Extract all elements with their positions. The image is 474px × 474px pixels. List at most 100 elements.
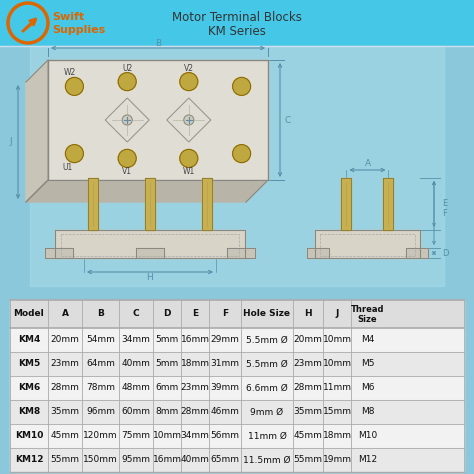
Circle shape bbox=[11, 6, 45, 40]
Text: D: D bbox=[442, 248, 448, 257]
Text: M8: M8 bbox=[361, 408, 374, 417]
Text: 40mm: 40mm bbox=[121, 359, 150, 368]
Circle shape bbox=[180, 149, 198, 167]
Bar bbox=[48, 60, 268, 180]
Text: E: E bbox=[192, 310, 198, 319]
Text: 18mm: 18mm bbox=[322, 431, 352, 440]
Text: M5: M5 bbox=[361, 359, 374, 368]
Text: 31mm: 31mm bbox=[210, 359, 239, 368]
Bar bbox=[341, 178, 352, 230]
Text: H: H bbox=[304, 310, 312, 319]
Text: KM Series: KM Series bbox=[208, 25, 266, 37]
Text: KM10: KM10 bbox=[15, 431, 43, 440]
Circle shape bbox=[65, 77, 83, 95]
Text: 19mm: 19mm bbox=[322, 456, 352, 465]
Bar bbox=[145, 178, 155, 230]
Text: A: A bbox=[62, 310, 69, 319]
Text: V2: V2 bbox=[184, 64, 194, 73]
Text: Hole Size: Hole Size bbox=[244, 310, 291, 319]
Bar bbox=[55, 230, 245, 258]
Text: Motor Terminal Blocks: Motor Terminal Blocks bbox=[172, 10, 302, 24]
Text: 6mm: 6mm bbox=[155, 383, 179, 392]
Bar bbox=[10, 300, 464, 328]
Bar bbox=[45, 248, 73, 258]
Text: 28mm: 28mm bbox=[51, 383, 80, 392]
Circle shape bbox=[233, 77, 251, 95]
Circle shape bbox=[122, 115, 132, 125]
Bar bbox=[10, 376, 464, 400]
Circle shape bbox=[180, 73, 198, 91]
Circle shape bbox=[118, 73, 136, 91]
Text: 120mm: 120mm bbox=[83, 431, 118, 440]
Text: 5mm: 5mm bbox=[155, 359, 179, 368]
Text: V1: V1 bbox=[122, 167, 132, 176]
Text: 5.5mm Ø: 5.5mm Ø bbox=[246, 336, 288, 345]
Text: 40mm: 40mm bbox=[181, 456, 210, 465]
Text: 23mm: 23mm bbox=[293, 359, 322, 368]
Text: 11mm Ø: 11mm Ø bbox=[247, 431, 286, 440]
Text: 10mm: 10mm bbox=[322, 359, 352, 368]
Text: KM6: KM6 bbox=[18, 383, 40, 392]
Text: E: E bbox=[442, 200, 447, 209]
Text: 34mm: 34mm bbox=[121, 336, 150, 345]
Text: Model: Model bbox=[14, 310, 45, 319]
Text: F: F bbox=[442, 209, 447, 218]
Text: Size: Size bbox=[358, 316, 377, 325]
Text: 23mm: 23mm bbox=[181, 383, 210, 392]
Bar bbox=[406, 248, 428, 258]
Circle shape bbox=[118, 149, 136, 167]
Text: C: C bbox=[133, 310, 139, 319]
Text: 45mm: 45mm bbox=[293, 431, 322, 440]
Bar bbox=[88, 178, 98, 230]
Text: 11mm: 11mm bbox=[322, 383, 352, 392]
Bar bbox=[10, 448, 464, 472]
Bar bbox=[10, 352, 464, 376]
Bar bbox=[0, 0, 474, 46]
Text: 64mm: 64mm bbox=[86, 359, 115, 368]
Text: 20mm: 20mm bbox=[51, 336, 80, 345]
Text: A: A bbox=[118, 159, 125, 168]
Text: 10mm: 10mm bbox=[153, 431, 182, 440]
Text: 35mm: 35mm bbox=[51, 408, 80, 417]
Text: KM8: KM8 bbox=[18, 408, 40, 417]
Text: M10: M10 bbox=[358, 431, 377, 440]
Text: W1: W1 bbox=[182, 167, 195, 176]
Circle shape bbox=[65, 145, 83, 163]
Text: 54mm: 54mm bbox=[86, 336, 115, 345]
Bar bbox=[10, 424, 464, 448]
Text: M4: M4 bbox=[361, 336, 374, 345]
Bar bbox=[307, 248, 329, 258]
Text: 16mm: 16mm bbox=[153, 456, 182, 465]
Text: 55mm: 55mm bbox=[293, 456, 322, 465]
Text: M12: M12 bbox=[358, 456, 377, 465]
Text: Supplies: Supplies bbox=[52, 25, 105, 35]
Text: KM5: KM5 bbox=[18, 359, 40, 368]
Text: J: J bbox=[335, 310, 339, 319]
Text: 48mm: 48mm bbox=[121, 383, 150, 392]
Text: 6.6mm Ø: 6.6mm Ø bbox=[246, 383, 288, 392]
Text: H: H bbox=[146, 273, 154, 283]
Bar bbox=[227, 248, 255, 258]
Text: 34mm: 34mm bbox=[181, 431, 210, 440]
Text: B: B bbox=[155, 38, 161, 47]
Text: A: A bbox=[365, 159, 371, 168]
Text: 23mm: 23mm bbox=[51, 359, 80, 368]
Text: 45mm: 45mm bbox=[51, 431, 80, 440]
Text: 18mm: 18mm bbox=[181, 359, 210, 368]
Text: 8mm: 8mm bbox=[155, 408, 179, 417]
Text: 5mm: 5mm bbox=[155, 336, 179, 345]
Circle shape bbox=[233, 145, 251, 163]
Bar bbox=[136, 248, 164, 258]
Bar bbox=[30, 46, 444, 286]
Text: 35mm: 35mm bbox=[293, 408, 322, 417]
Text: A: A bbox=[175, 159, 182, 168]
Bar bbox=[202, 178, 212, 230]
Text: 28mm: 28mm bbox=[293, 383, 322, 392]
Polygon shape bbox=[26, 180, 268, 202]
Text: 78mm: 78mm bbox=[86, 383, 115, 392]
Text: 55mm: 55mm bbox=[51, 456, 80, 465]
Text: 11.5mm Ø: 11.5mm Ø bbox=[243, 456, 291, 465]
Text: 28mm: 28mm bbox=[181, 408, 210, 417]
Text: 10mm: 10mm bbox=[322, 336, 352, 345]
Text: KM4: KM4 bbox=[18, 336, 40, 345]
